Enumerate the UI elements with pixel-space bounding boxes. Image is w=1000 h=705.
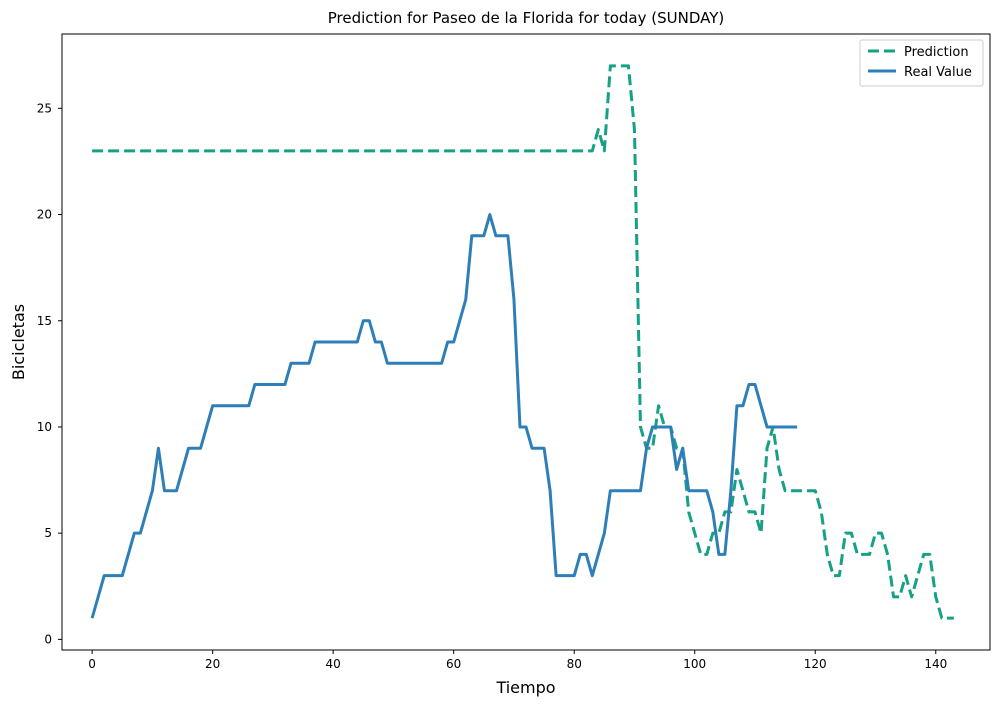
x-tick-label: 0	[88, 657, 96, 671]
y-tick-label: 0	[44, 632, 52, 646]
legend-prediction-label: Prediction	[904, 45, 969, 60]
x-tick-label: 20	[205, 657, 220, 671]
x-axis-label: Tiempo	[495, 678, 555, 697]
chart-title: Prediction for Paseo de la Florida for t…	[328, 9, 724, 27]
series-line-prediction	[92, 64, 954, 620]
y-tick-label: 5	[44, 526, 52, 540]
x-tick-label: 80	[567, 657, 582, 671]
legend-real-value-label: Real Value	[904, 65, 972, 80]
legend: Prediction Real Value	[859, 39, 984, 87]
plot-frame	[61, 33, 991, 651]
y-axis-ticks: 0 5 10 15 20 25	[37, 101, 62, 646]
x-axis-ticks: 0 20 40 60 80 100 120 140	[88, 650, 947, 671]
y-tick-label: 15	[37, 314, 52, 328]
y-tick-label: 20	[37, 208, 52, 222]
x-tick-label: 140	[924, 657, 947, 671]
y-tick-label: 10	[37, 420, 52, 434]
series-lines	[90, 64, 954, 620]
y-tick-label: 25	[37, 101, 52, 115]
x-tick-label: 40	[326, 657, 341, 671]
x-tick-label: 120	[804, 657, 827, 671]
x-tick-label: 100	[683, 657, 706, 671]
y-axis-label: Bicicletas	[9, 304, 28, 380]
series-line-real-value	[90, 213, 798, 619]
x-tick-label: 60	[446, 657, 461, 671]
